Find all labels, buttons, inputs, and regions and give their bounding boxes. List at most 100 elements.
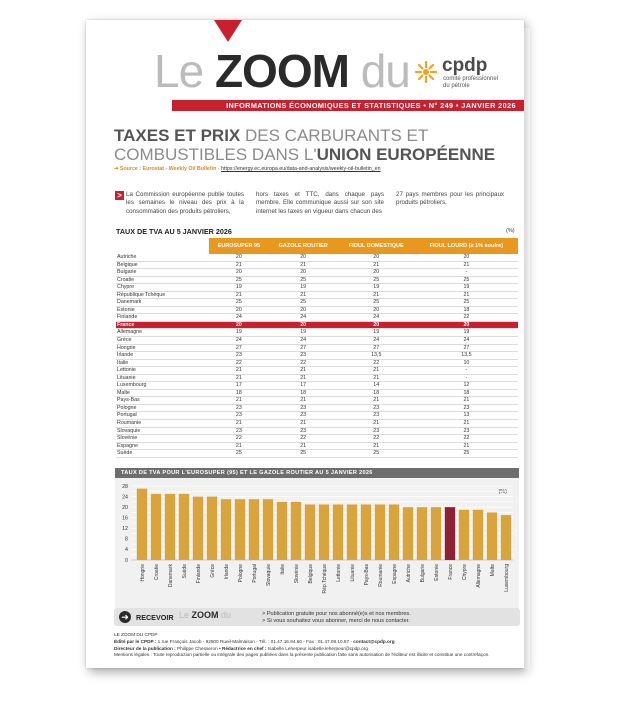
table-row: Pays-Bas 21 21 21 21 <box>116 396 518 405</box>
table-row: Allemagne 19 19 19 19 <box>116 328 518 337</box>
table-row: Pologne 23 23 23 23 <box>116 404 518 413</box>
x-tick-label: Grèce <box>210 564 216 578</box>
value-cell: - <box>414 366 518 375</box>
country-cell: Portugal <box>116 411 209 421</box>
bar-france <box>444 507 456 560</box>
bar-belgique <box>304 504 316 560</box>
bar-grce <box>206 496 218 560</box>
table-unit: (%) <box>506 228 515 234</box>
value-cell: 19 <box>337 283 415 292</box>
col-header-eurosuper: EUROSUPER 95 <box>209 238 269 254</box>
value-cell: 20 <box>337 321 415 330</box>
bar-italie <box>276 501 288 560</box>
table-row: Roumanie 21 21 21 21 <box>116 419 518 428</box>
x-tick-label: Malte <box>490 564 496 576</box>
country-cell: Chypre <box>116 283 209 292</box>
value-cell: 21 <box>209 374 269 383</box>
bar-sude <box>178 493 190 560</box>
value-cell: 21 <box>209 442 269 451</box>
intro-column-3: 27 pays membres pour les principaux prod… <box>396 191 504 207</box>
red-triangle-decoration <box>214 20 242 42</box>
value-cell: 23 <box>209 427 269 436</box>
y-tick-label: 8 <box>125 537 128 543</box>
value-cell: 17 <box>209 381 269 390</box>
value-cell: 24 <box>414 336 518 345</box>
table-row: Malte 18 18 18 18 <box>116 389 518 398</box>
value-cell: 19 <box>414 283 518 292</box>
value-cell: 13,5 <box>337 351 415 360</box>
country-cell: Luxembourg <box>116 381 209 390</box>
value-cell: 22 <box>268 434 338 443</box>
col-header-gazole: GAZOLE ROUTIER <box>268 238 338 254</box>
value-cell: 22 <box>337 434 415 443</box>
y-tick-label: 0 <box>125 558 128 564</box>
x-tick-label: Pays-Bas <box>364 564 370 586</box>
bar-chypre <box>458 509 470 560</box>
value-cell: 27 <box>268 344 338 353</box>
value-cell: - <box>414 268 518 277</box>
bar-rptchque <box>318 504 330 560</box>
x-tick-label: Luxembourg <box>504 564 510 592</box>
value-cell: 21 <box>337 442 415 451</box>
table-row: Portugal 23 23 23 13 <box>116 411 518 421</box>
country-cell: Grèce <box>116 336 209 345</box>
value-cell: 22 <box>209 359 269 368</box>
table-row: Espagne 21 21 21 21 <box>116 442 518 451</box>
value-cell: 21 <box>414 261 518 270</box>
y-tick-label: 28 <box>122 484 128 490</box>
value-cell: 25 <box>209 298 269 307</box>
arrow-right-icon[interactable]: ➜ <box>119 611 131 623</box>
value-cell: 20 <box>414 321 518 330</box>
value-cell: 21 <box>268 291 338 300</box>
value-cell: 20 <box>268 254 338 262</box>
value-cell: 22 <box>268 359 338 368</box>
value-cell: 25 <box>268 298 338 307</box>
value-cell: 24 <box>268 336 338 345</box>
source-line: ➜ Source : Eurostat - Weekly Oil Bulleti… <box>114 166 381 172</box>
value-cell: 25 <box>414 298 518 307</box>
vat-table: EUROSUPER 95 GAZOLE ROUTIER FIOUL DOMEST… <box>116 238 518 458</box>
value-cell: 21 <box>209 261 269 270</box>
value-cell: 24 <box>268 313 338 322</box>
value-cell: 19 <box>209 283 269 292</box>
table-row: Chypre 19 19 19 19 <box>116 283 518 292</box>
value-cell: 23 <box>268 351 338 360</box>
table-row: Lettonie 21 21 21- <box>116 366 518 375</box>
y-tick-label: 24 <box>122 494 128 500</box>
issue-info-bar: INFORMATIONS ÉCONOMIQUES ET STATISTIQUES… <box>172 100 524 111</box>
value-cell: 23 <box>209 404 269 413</box>
bar-slovaquie <box>262 499 274 560</box>
x-tick-label: Slovénie <box>294 564 300 583</box>
value-cell: 21 <box>337 261 415 270</box>
bar-lituanie <box>346 504 358 560</box>
cpdp-sun-logo-icon <box>414 60 438 84</box>
x-tick-label: Bulgarie <box>420 564 426 583</box>
bar-irlande <box>220 499 232 560</box>
source-link[interactable]: https://energy.ec.europa.eu/data-and-ana… <box>221 166 381 172</box>
country-cell: Espagne <box>116 442 209 451</box>
country-cell: Lituanie <box>116 374 209 383</box>
bar-finlande <box>192 496 204 560</box>
bar-roumanie <box>374 504 386 560</box>
value-cell: 21 <box>337 396 415 405</box>
bar-estonie <box>430 507 442 560</box>
value-cell: 19 <box>414 328 518 337</box>
bar-pologne <box>234 499 246 560</box>
value-cell: 21 <box>414 291 518 300</box>
country-cell: Malte <box>116 389 209 398</box>
value-cell: 17 <box>268 381 338 390</box>
contact-email-link[interactable]: contact@cpdp.org <box>353 638 395 644</box>
intro-column-2: hors taxes et TTC, dans chaque pays memb… <box>256 191 384 215</box>
value-cell: 25 <box>268 449 338 458</box>
value-cell: 27 <box>414 344 518 353</box>
subscribe-brand: Le ZOOM du <box>179 610 232 620</box>
country-cell: Croatie <box>116 276 209 285</box>
x-tick-label: Estonie <box>434 564 440 581</box>
value-cell: 21 <box>337 419 415 428</box>
value-cell: 23 <box>337 427 415 436</box>
value-cell: 20 <box>268 306 338 315</box>
country-cell: République Tchèque <box>116 291 209 300</box>
country-cell: Belgique <box>116 261 209 270</box>
x-tick-label: Rép.Tchèque <box>322 564 328 594</box>
value-cell: 19 <box>209 328 269 337</box>
